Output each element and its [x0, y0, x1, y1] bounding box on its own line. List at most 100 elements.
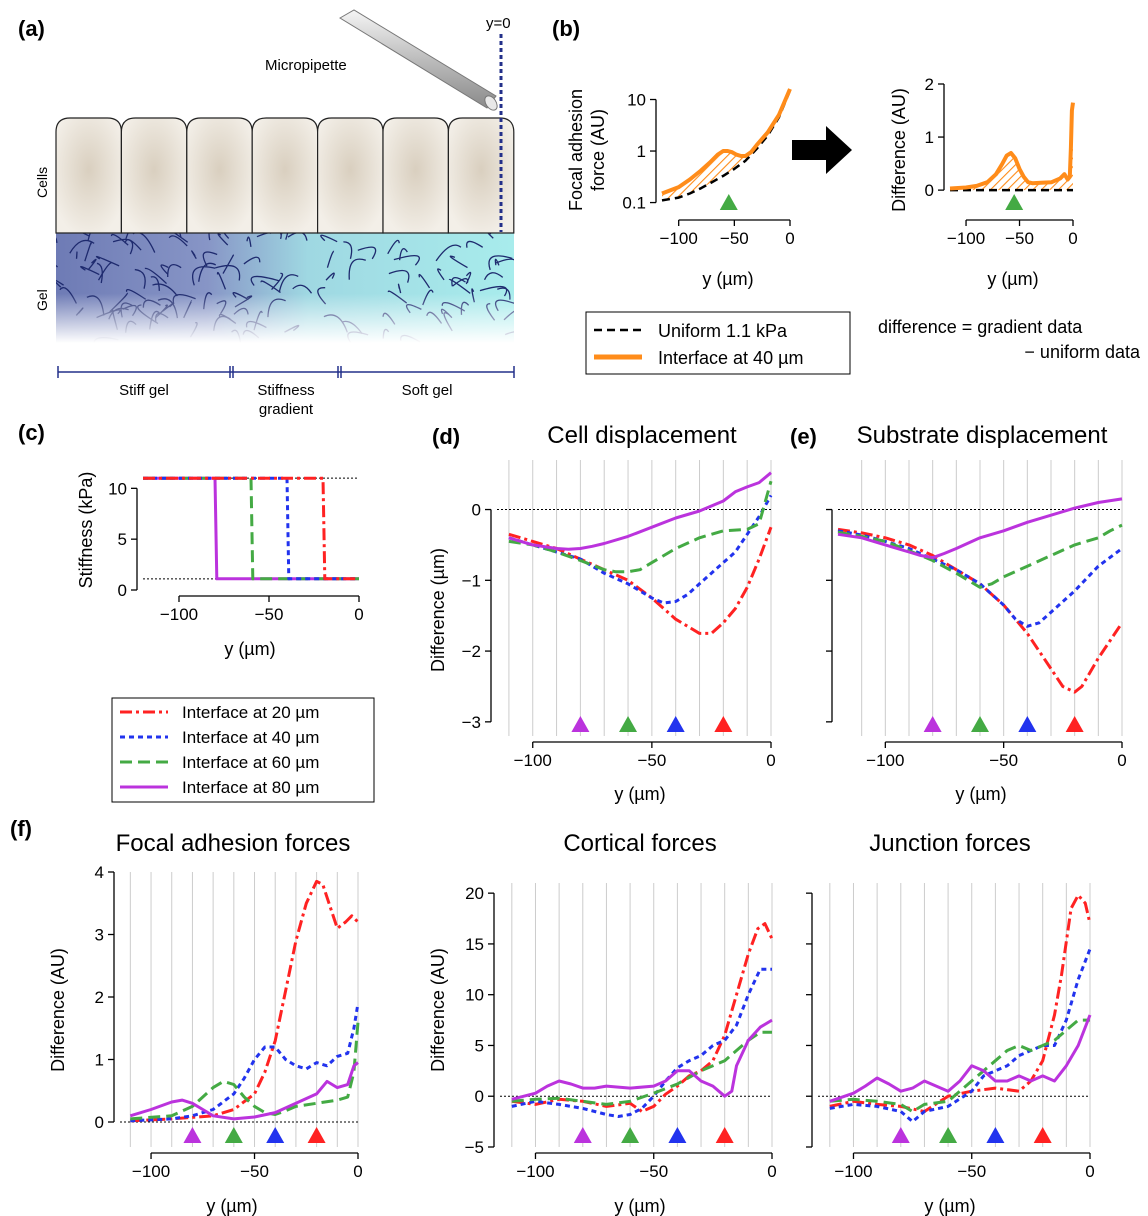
y-tick-label: 0 [475, 1087, 484, 1106]
interface-marker-icon [307, 1127, 326, 1143]
b-legend-box [585, 311, 851, 375]
interface-marker-icon [621, 1127, 640, 1143]
interface-marker-icon [619, 716, 638, 732]
series-line [143, 476, 359, 581]
stiffness-gradient-label-2: gradient [259, 401, 314, 418]
x-tick-label: −50 [240, 1162, 269, 1181]
y-tick-label: 0 [118, 581, 127, 600]
e-xlabel: y (µm) [955, 784, 1006, 804]
x-tick-label: −100 [947, 229, 985, 248]
x-tick-label: −100 [660, 229, 698, 248]
x-tick-label: −50 [957, 1162, 986, 1181]
y-tick-label: 10 [108, 479, 127, 498]
b-right-xlabel: y (µm) [987, 269, 1038, 289]
series-line [511, 1030, 772, 1106]
f1-xlabel: y (µm) [206, 1196, 257, 1216]
interface-marker-icon [666, 716, 685, 732]
panel-c: (c) Stiffness (kPa) y (µm) 0 5 10 −100 −50 0 [18, 420, 364, 659]
x-tick-label: −50 [989, 751, 1018, 770]
x-tick-label: 0 [1085, 1162, 1094, 1181]
y-tick-label: −2 [462, 642, 481, 661]
x-tick-label: 0 [1068, 229, 1077, 248]
series-line [511, 922, 774, 1113]
panel-f-label: (f) [10, 816, 32, 841]
f3-title: Junction forces [869, 830, 1030, 857]
interface-marker-icon [891, 1127, 910, 1143]
b-left-ylabel-2: force (AU) [588, 109, 608, 191]
y-tick-label: 15 [465, 935, 484, 954]
interface-marker-icon [571, 716, 590, 732]
interface-marker-icon [986, 1127, 1005, 1143]
cell [251, 117, 319, 234]
y-tick-label: 10 [627, 91, 646, 110]
interface-marker-icon [1005, 194, 1024, 210]
x-tick-label: −100 [132, 1162, 170, 1181]
b-left-ylabel-1: Focal adhesion [566, 89, 586, 211]
cell [382, 117, 449, 234]
y-tick-label: −3 [462, 713, 481, 732]
y-tick-label: 10 [465, 986, 484, 1005]
x-tick-label: −100 [160, 605, 198, 624]
gel-fade [56, 233, 514, 343]
x-tick-label: −100 [514, 751, 552, 770]
interface-legend-box [111, 697, 375, 803]
interface-marker-icon [715, 1127, 734, 1143]
chart-e: −100 −50 0 [826, 460, 1127, 770]
y-tick-label: 1 [925, 128, 934, 147]
panel-b-label: (b) [552, 16, 580, 41]
legend-label: Interface at 80 µm [182, 778, 319, 797]
interface-marker-icon [573, 1127, 592, 1143]
series-line [829, 1018, 1090, 1113]
interface-marker-icon [1033, 1127, 1052, 1143]
series-line [130, 1003, 360, 1123]
difference-formula-2: − uniform data [1024, 342, 1141, 362]
interface-marker-icon [668, 1127, 687, 1143]
series-line [837, 497, 1123, 560]
interface-marker-icon [183, 1127, 202, 1143]
panel-c-label: (c) [18, 420, 45, 445]
x-tick-label: −50 [637, 751, 666, 770]
interface-marker-icon [719, 194, 738, 210]
y-tick-label: 0 [95, 1113, 104, 1132]
stiff-gel-label: Stiff gel [119, 382, 169, 399]
cell [447, 117, 515, 234]
x-tick-label: −50 [255, 605, 284, 624]
cell [317, 117, 384, 234]
chart-f3: −100 −50 0 [806, 883, 1095, 1181]
micropipette [339, 9, 498, 111]
gel-fiber [56, 237, 58, 244]
b-legend: Uniform 1.1 kPa Interface at 40 µm [585, 311, 851, 375]
y-tick-label: 3 [95, 926, 104, 945]
legend-label: Interface at 40 µm [182, 728, 319, 747]
f3-xlabel: y (µm) [924, 1196, 975, 1216]
c-xlabel: y (µm) [224, 639, 275, 659]
hatched-area [950, 102, 1073, 191]
f2-title: Cortical forces [563, 830, 716, 857]
series-line [143, 476, 359, 581]
interface-marker-icon [923, 716, 942, 732]
y-tick-label: 1 [95, 1051, 104, 1070]
x-tick-label: −50 [1005, 229, 1034, 248]
b-left-xlabel: y (µm) [702, 269, 753, 289]
series-line [130, 1021, 360, 1121]
x-tick-label: −50 [720, 229, 749, 248]
series-line [511, 967, 772, 1118]
y-tick-label: 0 [472, 501, 481, 520]
chart-b-right: 0 1 2 −100 −50 0 [925, 75, 1078, 248]
d-ylabel: Difference (µm) [428, 548, 448, 672]
series-line [829, 1014, 1092, 1103]
x-tick-label: −100 [516, 1162, 554, 1181]
y-tick-label: 0.1 [622, 194, 646, 213]
interface-marker-icon [224, 1127, 243, 1143]
chart-c: 0 5 10 −100 −50 0 [108, 476, 364, 624]
y0-label: y=0 [486, 15, 511, 32]
y-tick-label: −1 [462, 571, 481, 590]
series-line [508, 526, 773, 635]
x-tick-label: −100 [834, 1162, 872, 1181]
c-ylabel: Stiffness (kPa) [76, 472, 96, 589]
x-tick-label: 0 [354, 605, 363, 624]
x-tick-label: −100 [866, 751, 904, 770]
x-tick-label: −50 [639, 1162, 668, 1181]
